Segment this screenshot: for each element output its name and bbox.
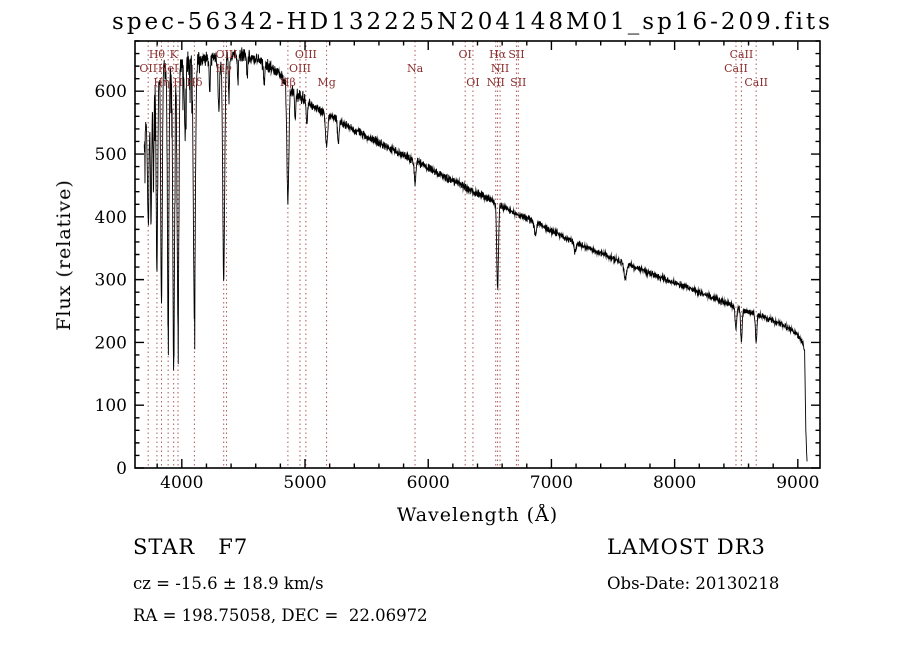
cz-velocity-text: cz = -15.6 ± 18.9 km/s	[133, 574, 324, 593]
plot-title: spec-56342-HD132225N204148M01_sp16-209.f…	[112, 9, 833, 35]
survey-release-label: LAMOST DR3	[607, 535, 766, 559]
y-axis-label: Flux (relative)	[53, 179, 75, 331]
ra-dec-text: RA = 198.75058, DEC = 22.06972	[133, 606, 428, 625]
object-class-label: STAR F7	[133, 535, 249, 559]
x-axis-label: Wavelength (Å)	[396, 504, 559, 526]
obs-date-text: Obs-Date: 20130218	[607, 574, 780, 593]
